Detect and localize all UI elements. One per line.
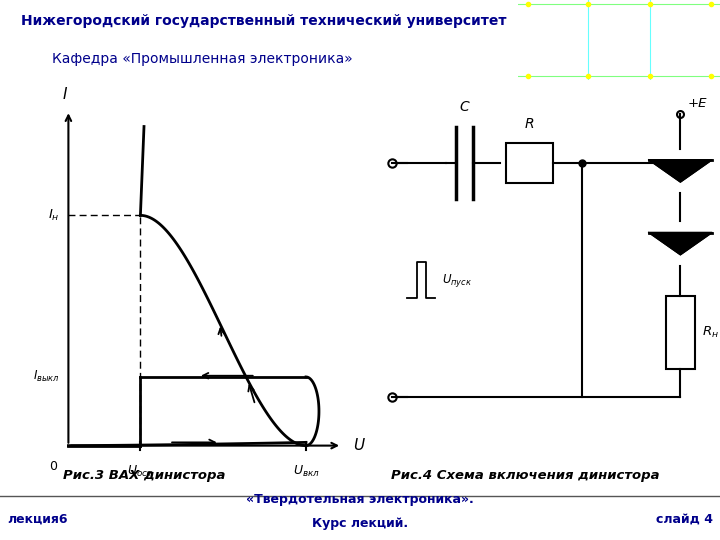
Polygon shape <box>649 160 712 182</box>
Text: $I_{н}$: $I_{н}$ <box>48 208 60 223</box>
Text: D: D <box>719 237 720 250</box>
Text: Кафедра «Промышленная электроника»: Кафедра «Промышленная электроника» <box>52 52 353 66</box>
Text: U: U <box>353 438 364 453</box>
Text: Рис.3 ВАХ динистора: Рис.3 ВАХ динистора <box>63 469 225 482</box>
Text: C: C <box>459 100 469 114</box>
Text: лекция6: лекция6 <box>7 513 68 526</box>
Bar <box>505 143 553 183</box>
Text: $U_{пуск}$: $U_{пуск}$ <box>442 272 472 288</box>
Text: R: R <box>524 117 534 131</box>
Text: VD: VD <box>719 152 720 165</box>
Text: Курс лекций.: Курс лекций. <box>312 517 408 530</box>
Text: $U_{вкл}$: $U_{вкл}$ <box>292 464 320 479</box>
Text: $R_{н}$: $R_{н}$ <box>702 325 719 340</box>
Text: Нижегородский государственный технический университет: Нижегородский государственный технически… <box>21 15 506 29</box>
Text: +E: +E <box>688 97 707 110</box>
Polygon shape <box>649 233 712 255</box>
Bar <box>666 296 695 369</box>
Text: Рис.4 Схема включения динистора: Рис.4 Схема включения динистора <box>391 469 660 482</box>
Text: «Твердотельная электроника».: «Твердотельная электроника». <box>246 493 474 506</box>
Text: $U_{ост}$: $U_{ост}$ <box>127 464 153 479</box>
Text: слайд 4: слайд 4 <box>656 513 713 526</box>
Text: $I_{выкл}$: $I_{выкл}$ <box>33 369 60 384</box>
Text: I: I <box>63 87 67 102</box>
Text: 0: 0 <box>50 460 58 472</box>
